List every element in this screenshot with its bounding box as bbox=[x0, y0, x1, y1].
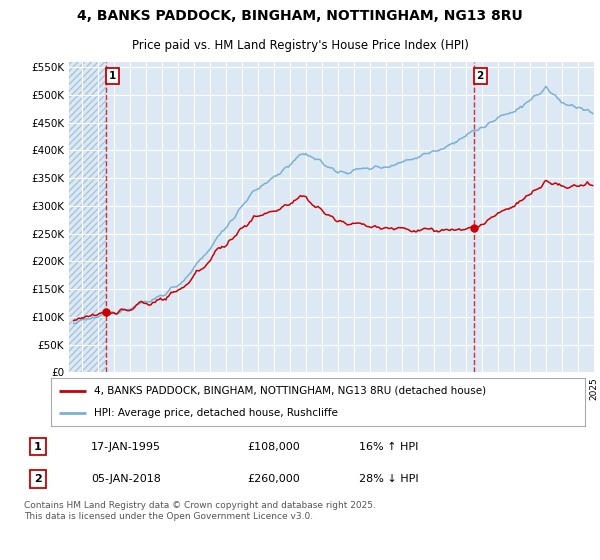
Text: Price paid vs. HM Land Registry's House Price Index (HPI): Price paid vs. HM Land Registry's House … bbox=[131, 39, 469, 53]
Text: 2: 2 bbox=[476, 71, 484, 81]
Bar bbox=[69, 62, 106, 372]
Text: 17-JAN-1995: 17-JAN-1995 bbox=[91, 442, 161, 451]
Text: 2: 2 bbox=[34, 474, 42, 484]
Text: 4, BANKS PADDOCK, BINGHAM, NOTTINGHAM, NG13 8RU (detached house): 4, BANKS PADDOCK, BINGHAM, NOTTINGHAM, N… bbox=[94, 386, 486, 396]
Text: 28% ↓ HPI: 28% ↓ HPI bbox=[359, 474, 418, 484]
Text: 1: 1 bbox=[34, 442, 42, 451]
Text: £260,000: £260,000 bbox=[247, 474, 300, 484]
Text: 16% ↑ HPI: 16% ↑ HPI bbox=[359, 442, 418, 451]
Text: 1: 1 bbox=[109, 71, 116, 81]
Text: 4, BANKS PADDOCK, BINGHAM, NOTTINGHAM, NG13 8RU: 4, BANKS PADDOCK, BINGHAM, NOTTINGHAM, N… bbox=[77, 10, 523, 24]
Text: HPI: Average price, detached house, Rushcliffe: HPI: Average price, detached house, Rush… bbox=[94, 408, 338, 418]
Text: £108,000: £108,000 bbox=[247, 442, 300, 451]
Text: 05-JAN-2018: 05-JAN-2018 bbox=[91, 474, 161, 484]
Text: Contains HM Land Registry data © Crown copyright and database right 2025.
This d: Contains HM Land Registry data © Crown c… bbox=[24, 501, 376, 521]
